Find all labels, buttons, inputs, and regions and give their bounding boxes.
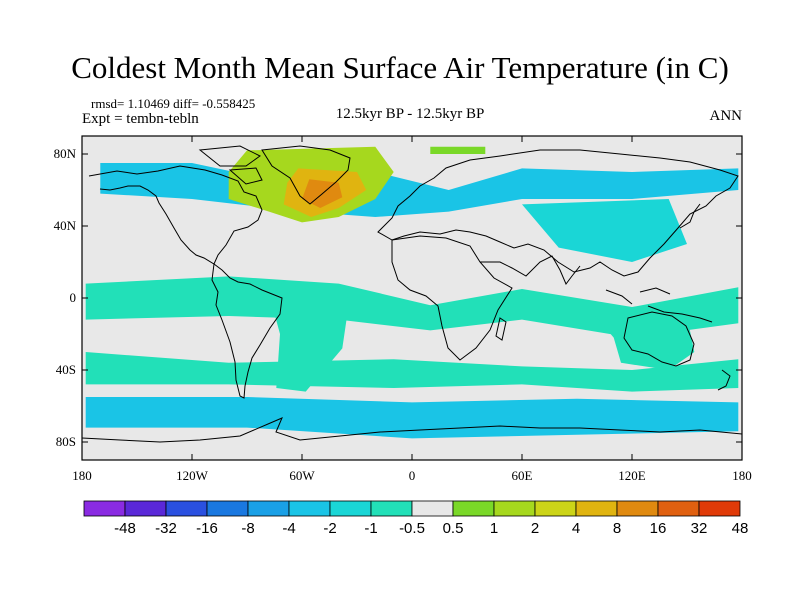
- colorbar-swatch-8: [411, 500, 454, 517]
- lon-tick-label-0: 180: [72, 468, 92, 483]
- colorbar-label-9: 1: [490, 520, 498, 537]
- colorbar-label-0: -48: [114, 520, 136, 537]
- coastline-south-america: [211, 263, 283, 399]
- colorbar-swatch-5: [288, 500, 331, 517]
- lon-tick-label-3: 0: [409, 468, 416, 483]
- colorbar-label-4: -4: [282, 520, 295, 537]
- colorbar-label-3: -8: [241, 520, 254, 537]
- experiment-label: Expt = tembn-tebln: [82, 111, 199, 127]
- colorbar-swatch-10: [493, 500, 536, 517]
- coastline-arabia-india: [480, 255, 581, 285]
- colorbar-label-6: -1: [364, 520, 377, 537]
- lon-tick-label-6: 180: [732, 468, 752, 483]
- colorbar-swatch-6: [329, 500, 372, 517]
- season-label: ANN: [709, 108, 743, 124]
- lat-tick-label-2: 0: [70, 290, 77, 305]
- colorbar-swatch-12: [575, 500, 618, 517]
- colorbar-swatch-14: [657, 500, 700, 517]
- lon-tick-label-1: 120W: [176, 468, 209, 483]
- lat-tick-label-1: 40N: [54, 218, 77, 233]
- colorbar-swatch-2: [165, 500, 208, 517]
- colorbar-label-8: 0.5: [443, 520, 464, 537]
- anomaly-region-3: [85, 352, 739, 392]
- coastlines: [82, 145, 742, 443]
- lon-tick-label-2: 60W: [289, 468, 315, 483]
- colorbar-swatch-0: [83, 500, 126, 517]
- coastline-antarctica: [82, 417, 742, 443]
- colorbar-label-7: -0.5: [399, 520, 425, 537]
- map-axis-ticks: 80N 40N 0 40S 80S 180 120W 60W 0 60E 120E 180: [54, 136, 752, 483]
- colorbar-swatch-3: [206, 500, 249, 517]
- anomaly-region-5: [595, 316, 695, 370]
- colorbar-swatch-7: [370, 500, 413, 517]
- stats-label: rmsd= 1.10469 diff= -0.558425: [91, 96, 256, 111]
- lat-tick-label-3: 40S: [56, 362, 76, 377]
- coastline-eurasia: [377, 149, 739, 277]
- coastline-japan: [679, 203, 701, 229]
- anomaly-regions: [85, 146, 739, 439]
- colorbar-swatch-9: [452, 500, 495, 517]
- map-title: Coldest Month Mean Surface Air Temperatu…: [71, 50, 729, 85]
- colorbar-label-1: -32: [155, 520, 177, 537]
- colorbar-label-14: 32: [691, 520, 708, 537]
- coastline-africa: [391, 235, 513, 361]
- colorbar-label-15: 48: [732, 520, 749, 537]
- anomaly-region-6: [522, 199, 687, 262]
- colorbar-label-10: 2: [531, 520, 539, 537]
- colorbar-label-2: -16: [196, 520, 218, 537]
- colorbar-swatch-1: [124, 500, 167, 517]
- coastline-new-zealand: [717, 369, 731, 391]
- coastline-north-america: [88, 165, 263, 265]
- coastline-arctic-islands: [198, 145, 263, 185]
- colorbar-swatch-13: [616, 500, 659, 517]
- colorbar: -48 -32 -16 -8 -4 -2 -1 -0.5 0.5 1 2 4 8 16 32 48: [83, 500, 749, 537]
- coastline-se-asia-islands: [605, 287, 713, 323]
- colorbar-label-5: -2: [323, 520, 336, 537]
- anomaly-region-4: [265, 280, 350, 392]
- coastline-australia: [623, 311, 695, 367]
- coastline-greenland: [261, 145, 351, 205]
- lon-tick-label-5: 120E: [618, 468, 646, 483]
- colorbar-label-12: 8: [613, 520, 621, 537]
- anomaly-region-1: [85, 276, 739, 338]
- anomaly-region-10: [430, 146, 486, 154]
- lon-tick-label-4: 60E: [512, 468, 533, 483]
- colorbar-swatch-11: [534, 500, 577, 517]
- colorbar-swatch-15: [698, 500, 741, 517]
- coastline-madagascar: [495, 317, 507, 341]
- lat-tick-label-0: 80N: [54, 146, 77, 161]
- colorbar-label-13: 16: [650, 520, 667, 537]
- colorbar-swatch-4: [247, 500, 290, 517]
- period-label: 12.5kyr BP - 12.5kyr BP: [335, 106, 485, 122]
- lat-tick-label-4: 80S: [56, 434, 76, 449]
- colorbar-label-11: 4: [572, 520, 580, 537]
